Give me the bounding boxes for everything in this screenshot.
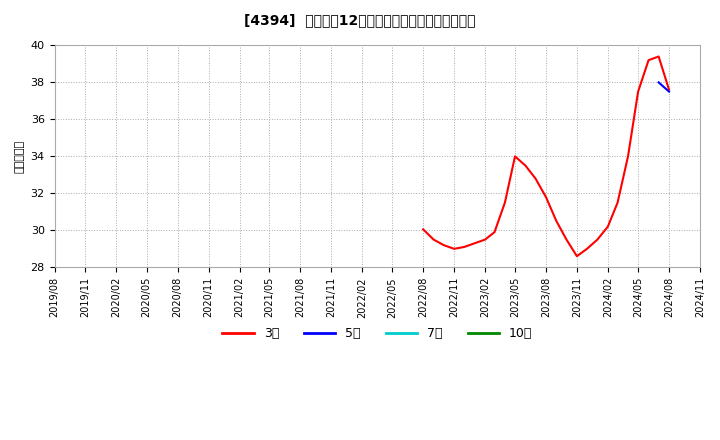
Y-axis label: （百万円）: （百万円） bbox=[15, 140, 25, 173]
Legend: 3年, 5年, 7年, 10年: 3年, 5年, 7年, 10年 bbox=[217, 323, 537, 345]
Text: [4394]  経常利益12か月移動合計の標準偏差の推移: [4394] 経常利益12か月移動合計の標準偏差の推移 bbox=[244, 13, 476, 27]
